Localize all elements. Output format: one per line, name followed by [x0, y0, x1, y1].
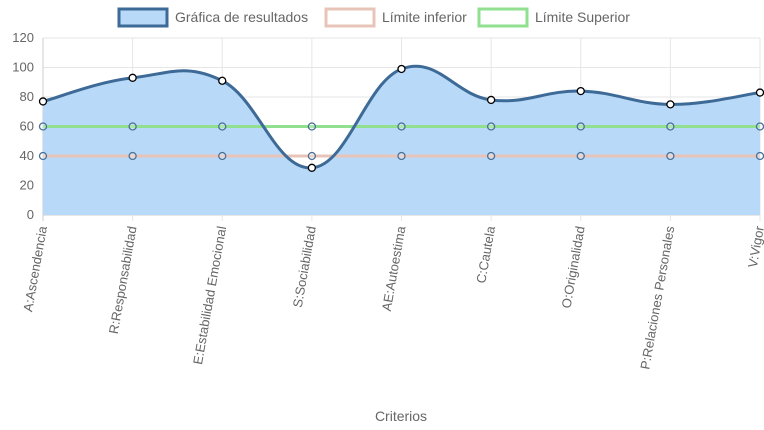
x-tick-label-p-relaciones-personales: P:Relaciones Personales: [637, 224, 677, 370]
point-grafica-de-resultados-v-vigor[interactable]: [755, 88, 764, 97]
y-tick-label: 20: [20, 178, 34, 193]
point-limite-superior-v-vigor[interactable]: [755, 122, 764, 131]
chart-series: [42, 64, 761, 215]
legend-swatch: [117, 7, 169, 28]
point-limite-superior-s-sociabilidad[interactable]: [307, 122, 317, 131]
point-grafica-de-resultados-c-cautela[interactable]: [486, 95, 496, 105]
point-limite-inferior-p-relaciones-personales[interactable]: [666, 151, 675, 161]
y-tick-label: 40: [20, 148, 34, 163]
x-tick-label-c-cautela: C:Cautela: [473, 224, 498, 284]
chart-points: [38, 64, 764, 172]
y-tick-label: 120: [12, 30, 34, 45]
x-tick-label-a-ascendencia: A:Ascendencia: [20, 224, 50, 313]
point-limite-inferior-s-sociabilidad[interactable]: [307, 151, 317, 161]
point-grafica-de-resultados-a-ascendencia[interactable]: [38, 97, 48, 106]
x-tick-label-e-estabilidad-emocional: E:Estabilidad Emocional: [190, 225, 229, 366]
point-grafica-de-resultados-o-originalidad[interactable]: [576, 86, 585, 96]
y-tick-label: 80: [20, 89, 34, 104]
point-limite-inferior-a-ascendencia[interactable]: [38, 151, 48, 161]
y-axis-ticks: 0 20 40 60 80 100 120: [12, 30, 34, 222]
legend-item-grafica-de-resultados[interactable]: Gráfica de resultados: [117, 7, 308, 28]
point-limite-superior-a-ascendencia[interactable]: [38, 122, 48, 131]
point-grafica-de-resultados-ae-autoestima[interactable]: [397, 64, 406, 74]
point-limite-superior-p-relaciones-personales[interactable]: [666, 122, 675, 131]
legend-item-limite-inferior[interactable]: Límite inferior: [324, 7, 467, 28]
point-limite-inferior-v-vigor[interactable]: [755, 151, 764, 161]
legend-swatch: [324, 7, 376, 28]
point-limite-inferior-r-responsabilidad[interactable]: [128, 151, 137, 161]
x-tick-label-o-originalidad: O:Originalidad: [559, 225, 588, 309]
x-tick-label-s-sociabilidad: S:Sociabilidad: [290, 225, 319, 309]
series-area-grafica-de-resultados: [43, 66, 760, 215]
x-tick-label-r-responsabilidad: R:Responsabilidad: [106, 225, 140, 335]
point-grafica-de-resultados-p-relaciones-personales[interactable]: [666, 100, 675, 109]
point-limite-superior-ae-autoestima[interactable]: [397, 122, 406, 131]
point-grafica-de-resultados-e-estabilidad-emocional[interactable]: [218, 76, 227, 85]
point-limite-inferior-c-cautela[interactable]: [486, 151, 496, 161]
y-tick-label: 60: [20, 119, 34, 134]
legend-item-limite-superior[interactable]: Límite Superior: [477, 7, 630, 28]
point-grafica-de-resultados-s-sociabilidad[interactable]: [307, 163, 317, 172]
point-grafica-de-resultados-r-responsabilidad[interactable]: [128, 73, 137, 82]
point-limite-inferior-e-estabilidad-emocional[interactable]: [218, 151, 227, 161]
x-tick-label-v-vigor: V:Vigor: [745, 224, 764, 269]
y-tick-label: 0: [27, 207, 34, 222]
chart-legend: Gráfica de resultados Límite inferior Lími…: [117, 7, 630, 28]
point-limite-superior-o-originalidad[interactable]: [576, 122, 585, 131]
point-limite-superior-e-estabilidad-emocional[interactable]: [218, 122, 227, 131]
point-limite-inferior-o-originalidad[interactable]: [576, 151, 585, 161]
point-limite-superior-r-responsabilidad[interactable]: [128, 122, 137, 131]
x-axis-title: Criterios: [375, 408, 427, 424]
point-limite-inferior-ae-autoestima[interactable]: [397, 151, 406, 161]
legend-swatch: [477, 7, 529, 28]
series-line-grafica-de-resultados: [42, 64, 761, 170]
legend-label: Gráfica de resultados: [175, 9, 308, 25]
legend-label: Límite inferior: [382, 9, 467, 25]
y-tick-label: 100: [12, 60, 34, 75]
point-limite-superior-c-cautela[interactable]: [486, 122, 496, 131]
x-tick-label-ae-autoestima: AE:Autoestima: [379, 224, 409, 312]
x-axis-ticks: A:Ascendencia R:Responsabilidad E:Estabili…: [20, 224, 764, 370]
legend-label: Límite Superior: [535, 9, 630, 25]
